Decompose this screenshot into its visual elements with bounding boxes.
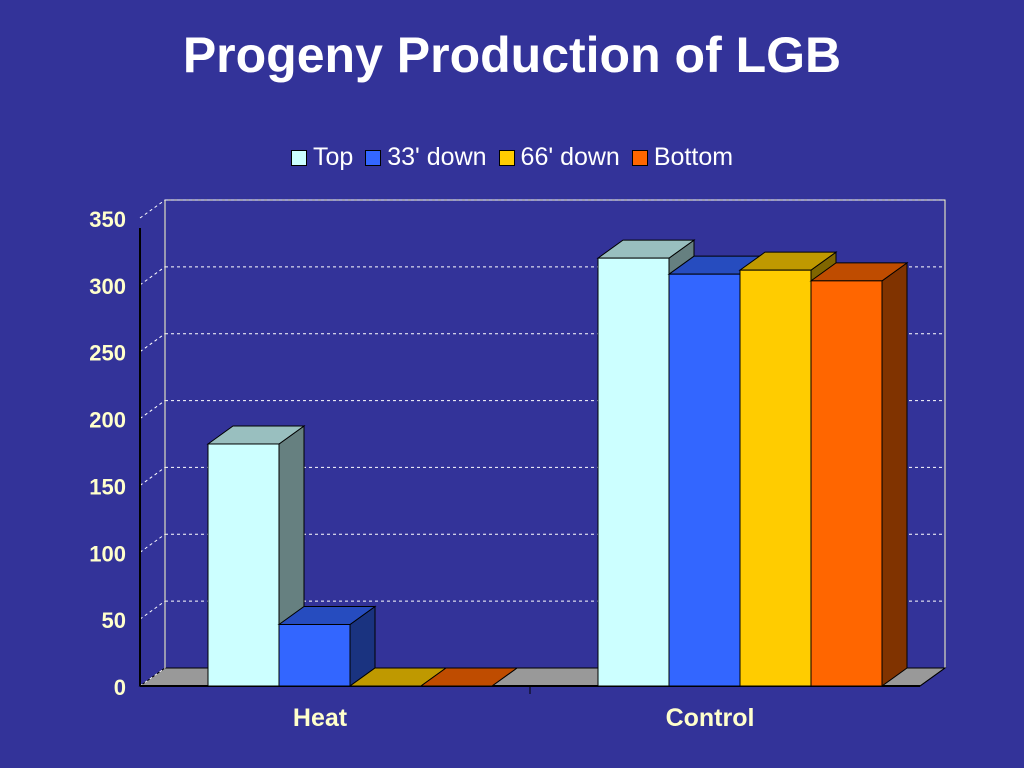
- legend-label-66-down: 66' down: [520, 143, 620, 171]
- wall-tick-250: [139, 333, 166, 353]
- wall-tick-100: [139, 533, 166, 553]
- y-tick-label-50: 50: [102, 608, 126, 633]
- bar-side-control-bottom: [881, 261, 908, 687]
- bar-front-heat-top: [207, 443, 280, 687]
- wall-tick-50: [139, 600, 166, 620]
- y-tick-label-100: 100: [89, 541, 126, 566]
- legend-item-33-down: 33' down: [365, 143, 487, 172]
- wall-tick-350: [139, 199, 166, 219]
- bar-front-control-bottom: [810, 280, 883, 687]
- bar-heat-top: [206, 425, 306, 687]
- y-tick-label-200: 200: [89, 408, 126, 433]
- bar-heat-33-down: [277, 605, 377, 687]
- legend-swatch-33-down: [365, 149, 382, 166]
- wall-tick-150: [139, 467, 166, 486]
- legend-swatch-bottom: [631, 149, 648, 166]
- bar-front-heat-33-down: [278, 623, 351, 687]
- legend-label-bottom: Bottom: [653, 143, 734, 171]
- legend-label-top: Top: [312, 143, 354, 171]
- y-tick-label-250: 250: [89, 341, 126, 366]
- legend-item-66-down: 66' down: [498, 143, 620, 172]
- y-tick-label-300: 300: [89, 274, 126, 299]
- bar-front-control-66-down: [739, 269, 812, 687]
- bar-front-control-33-down: [668, 273, 741, 687]
- bar-front-control-top: [597, 257, 670, 687]
- x-tick-label-control: Control: [666, 704, 755, 732]
- chart-legend: Top 33' down 66' down Bottom: [0, 143, 1024, 172]
- y-tick-label-350: 350: [89, 207, 126, 232]
- legend-swatch-66-down: [498, 149, 515, 166]
- chart-title: Progeny Production of LGB: [182, 27, 842, 83]
- y-tick-label-0: 0: [114, 675, 126, 700]
- wall-tick-300: [139, 266, 166, 286]
- bar-control-bottom: [809, 261, 909, 687]
- legend-swatch-top: [290, 149, 307, 166]
- y-tick-label-150: 150: [89, 474, 126, 499]
- floor-right-edge: [919, 667, 946, 687]
- bar-heat-bottom: [419, 667, 519, 687]
- legend-item-bottom: Bottom: [631, 143, 734, 172]
- x-tick-label-heat: Heat: [293, 704, 348, 732]
- wall-tick-200: [139, 400, 166, 419]
- bar-top-heat-bottom: [419, 667, 519, 687]
- legend-item-top: Top: [290, 143, 354, 172]
- wall-tick-0: [139, 667, 166, 687]
- legend-label-33-down: 33' down: [387, 143, 487, 171]
